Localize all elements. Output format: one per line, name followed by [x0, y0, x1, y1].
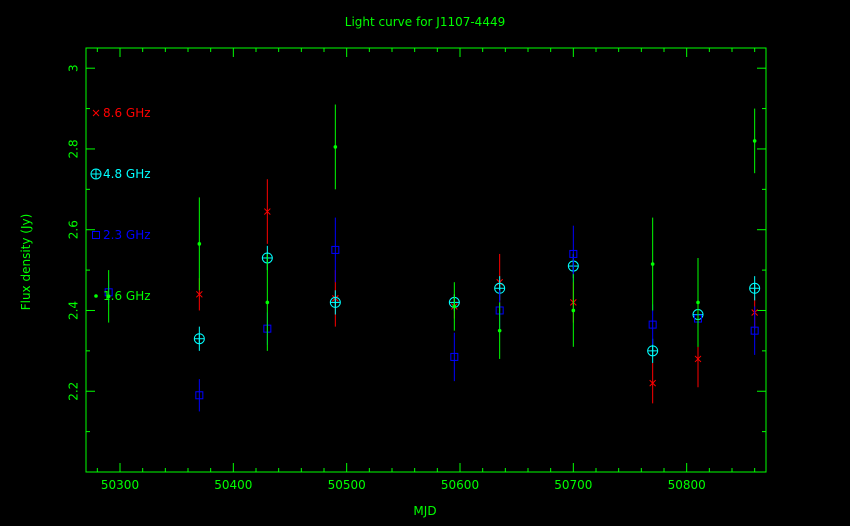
- data-point-8-6-ghz: [694, 355, 702, 363]
- data-point-1-6-ghz: [696, 300, 700, 305]
- data-point-2-3-ghz: [450, 352, 459, 361]
- chart-title: Light curve for J1107-4449: [345, 15, 505, 29]
- legend-marker-1-6-ghz: [94, 294, 98, 298]
- x-tick-label: 50500: [328, 478, 366, 492]
- data-point-2-3-ghz: [648, 320, 657, 329]
- data-point-8-6-ghz: [649, 379, 657, 387]
- y-tick-label: 2.8: [67, 139, 81, 158]
- legend-label-1-6-ghz: 1.6 GHz: [103, 289, 151, 303]
- legend-label-4-8-ghz: 4.8 GHz: [103, 167, 151, 181]
- y-tick-label: 2.6: [67, 220, 81, 239]
- data-point-1-6-ghz: [452, 304, 457, 309]
- legend-label-8-6-ghz: 8.6 GHz: [103, 106, 151, 120]
- y-tick-label: 2.4: [67, 301, 81, 320]
- data-point-4-8-ghz: [647, 345, 659, 357]
- data-point-1-6-ghz: [752, 139, 757, 143]
- x-tick-label: 50700: [554, 478, 592, 492]
- y-axis-label: Flux density (Jy): [19, 214, 33, 311]
- x-tick-label: 50600: [441, 478, 479, 492]
- legend-label-2-3-ghz: 2.3 GHz: [103, 228, 151, 242]
- plot-area: 50300 50400 50500 50600 50700 50800 2.2 2.4 2.6 2…: [67, 47, 767, 492]
- data-point-1-6-ghz: [333, 145, 338, 149]
- x-axis-label: MJD: [413, 504, 436, 518]
- x-tick-label: 50300: [101, 478, 139, 492]
- legend-marker-2-3-ghz: [92, 231, 100, 239]
- data-point-2-3-ghz: [569, 249, 578, 258]
- data-point-4-8-ghz: [193, 333, 205, 345]
- x-tick-label: 50800: [668, 478, 706, 492]
- legend-marker-8-6-ghz: [92, 109, 100, 117]
- data-point-1-6-ghz: [197, 242, 202, 246]
- data-point-1-6-ghz: [497, 328, 502, 333]
- x-tick-label: 50400: [214, 478, 252, 492]
- y-tick-label: 3: [67, 64, 81, 72]
- data-point-1-6-ghz: [650, 262, 655, 266]
- data-point-1-6-ghz: [571, 308, 576, 313]
- data-point-2-3-ghz: [750, 326, 759, 335]
- data-point-8-6-ghz: [195, 290, 203, 298]
- data-point-4-8-ghz: [329, 296, 341, 308]
- data-point-4-8-ghz: [749, 282, 761, 294]
- data-point-2-3-ghz: [331, 245, 340, 254]
- data-point-1-6-ghz: [106, 294, 111, 299]
- legend-marker-4-8-ghz: [90, 168, 102, 180]
- data-point-2-3-ghz: [195, 391, 204, 400]
- plot-frame: [85, 47, 767, 473]
- y-tick-label: 2.2: [67, 382, 81, 401]
- data-point-1-6-ghz: [265, 300, 270, 305]
- data-point-8-6-ghz: [263, 208, 271, 215]
